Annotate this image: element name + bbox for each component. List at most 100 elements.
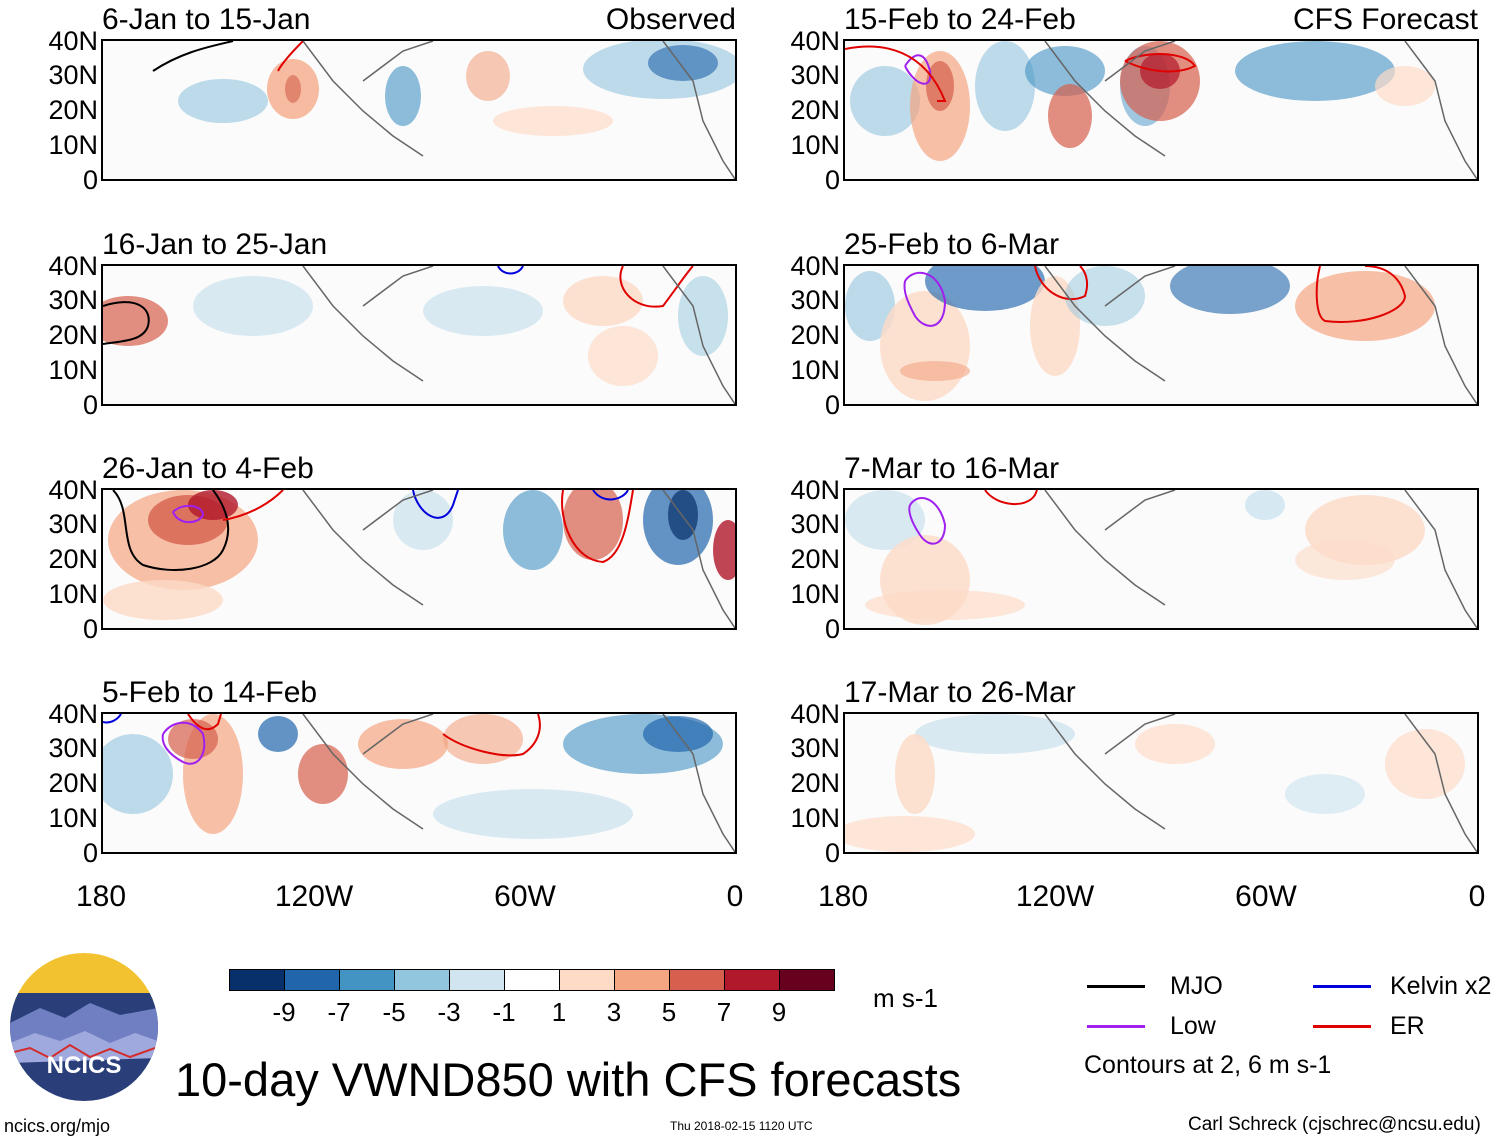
- lat-label: 20N: [790, 768, 840, 798]
- lat-label: 40N: [790, 26, 840, 56]
- lon-label-60w-left: 60W: [494, 880, 556, 913]
- lat-label: 30N: [48, 733, 98, 763]
- lat-label: 30N: [790, 509, 840, 539]
- colorbar-tick-label: 3: [606, 997, 622, 1027]
- lat-label: 0: [824, 838, 840, 868]
- lat-label: 30N: [790, 285, 840, 315]
- panel-title-obs3: 26-Jan to 4-Feb: [102, 452, 314, 485]
- lon-label-60w-right: 60W: [1235, 880, 1297, 913]
- panel-title-obs4: 5-Feb to 14-Feb: [102, 676, 318, 709]
- colorbar-tick-label: -5: [382, 997, 406, 1027]
- lat-label: 10N: [790, 355, 840, 385]
- panel-title-fc4: 17-Mar to 26-Mar: [844, 676, 1076, 709]
- legend-low-label: Low: [1170, 1012, 1216, 1040]
- colorbar-swatch: [614, 969, 670, 991]
- legend-kelvin-line: [1313, 985, 1371, 988]
- lat-label: 40N: [48, 251, 98, 281]
- lat-label: 40N: [48, 475, 98, 505]
- lat-label: 0: [824, 165, 840, 195]
- legend-kelvin-label: Kelvin x2: [1390, 972, 1492, 1000]
- lat-label: 30N: [790, 60, 840, 90]
- footer-timestamp: Thu 2018-02-15 1120 UTC: [670, 1119, 813, 1133]
- colorbar-swatch: [724, 969, 780, 991]
- colorbar-tick-label: -3: [437, 997, 461, 1027]
- colorbar-swatch: [669, 969, 725, 991]
- lon-label-180-left: 180: [75, 880, 127, 913]
- lat-label: 30N: [48, 509, 98, 539]
- map-panel-fc4: [843, 712, 1479, 854]
- lat-label: 20N: [48, 768, 98, 798]
- legend-er-label: ER: [1390, 1012, 1425, 1040]
- lat-label: 30N: [790, 733, 840, 763]
- lat-label: 0: [82, 614, 98, 644]
- lon-label-0-left: 0: [726, 880, 744, 913]
- colorbar-swatch: [559, 969, 615, 991]
- lat-label: 0: [82, 390, 98, 420]
- forecast-label: CFS Forecast: [1292, 3, 1478, 36]
- lat-label: 10N: [48, 803, 98, 833]
- colorbar-tick-label: -7: [327, 997, 351, 1027]
- lat-label: 40N: [48, 699, 98, 729]
- colorbar-tick-label: -9: [272, 997, 296, 1027]
- lat-label: 20N: [48, 544, 98, 574]
- lat-label: 10N: [790, 130, 840, 160]
- map-panel-fc3: [843, 488, 1479, 630]
- lon-label-180-right: 180: [817, 880, 869, 913]
- map-panel-obs1: [101, 39, 737, 181]
- lat-label: 0: [824, 614, 840, 644]
- lat-label: 30N: [48, 60, 98, 90]
- panel-title-fc3: 7-Mar to 16-Mar: [844, 452, 1060, 485]
- lat-label: 0: [824, 390, 840, 420]
- figure-title: 10-day VWND850 with CFS forecasts: [175, 1053, 962, 1106]
- lat-label: 0: [82, 838, 98, 868]
- colorbar-units: m s-1: [873, 983, 938, 1013]
- contour-note: Contours at 2, 6 m s-1: [1084, 1051, 1332, 1079]
- lat-label: 10N: [790, 803, 840, 833]
- panel-title-fc2: 25-Feb to 6-Mar: [844, 228, 1060, 261]
- map-panel-obs4: [101, 712, 737, 854]
- lat-label: 10N: [48, 579, 98, 609]
- lat-label: 20N: [48, 320, 98, 350]
- map-panel-obs3: [101, 488, 737, 630]
- panel-title-fc1: 15-Feb to 24-Feb: [844, 3, 1076, 36]
- colorbar-swatch: [449, 969, 505, 991]
- ncics-logo: NCICS: [10, 953, 158, 1101]
- colorbar-swatch: [504, 969, 560, 991]
- lat-label: 20N: [48, 95, 98, 125]
- legend-mjo-label: MJO: [1170, 972, 1223, 1000]
- panel-title-obs2: 16-Jan to 25-Jan: [102, 228, 328, 261]
- lon-label-120w-right: 120W: [1015, 880, 1095, 913]
- lat-label: 40N: [790, 475, 840, 505]
- lat-label: 10N: [48, 130, 98, 160]
- logo-text: NCICS: [47, 1052, 122, 1079]
- lat-label: 0: [82, 165, 98, 195]
- lon-label-120w-left: 120W: [274, 880, 354, 913]
- footer-url[interactable]: ncics.org/mjo: [4, 1116, 111, 1136]
- lat-label: 40N: [790, 251, 840, 281]
- lat-label: 20N: [790, 544, 840, 574]
- lat-label: 20N: [790, 95, 840, 125]
- legend-mjo-line: [1087, 985, 1145, 988]
- map-panel-fc1: [843, 39, 1479, 181]
- colorbar-tick-label: -1: [492, 997, 516, 1027]
- lat-label: 40N: [48, 26, 98, 56]
- colorbar-swatch: [339, 969, 395, 991]
- colorbar-swatch: [229, 969, 285, 991]
- colorbar-swatch: [284, 969, 340, 991]
- map-panel-fc2: [843, 264, 1479, 406]
- lon-label-0-right: 0: [1468, 880, 1486, 913]
- lat-label: 10N: [48, 355, 98, 385]
- lat-label: 40N: [790, 699, 840, 729]
- lat-label: 30N: [48, 285, 98, 315]
- colorbar-tick-label: 7: [716, 997, 732, 1027]
- colorbar-swatch: [779, 969, 835, 991]
- colorbar-tick-label: 5: [661, 997, 677, 1027]
- colorbar-tick-label: 1: [551, 997, 567, 1027]
- legend-er-line: [1313, 1025, 1371, 1028]
- colorbar-swatch: [394, 969, 450, 991]
- lat-label: 10N: [790, 579, 840, 609]
- legend-low-line: [1087, 1025, 1145, 1028]
- map-panel-obs2: [101, 264, 737, 406]
- observed-label: Observed: [605, 3, 736, 36]
- footer-author: Carl Schreck (cjschrec@ncsu.edu): [1188, 1114, 1481, 1135]
